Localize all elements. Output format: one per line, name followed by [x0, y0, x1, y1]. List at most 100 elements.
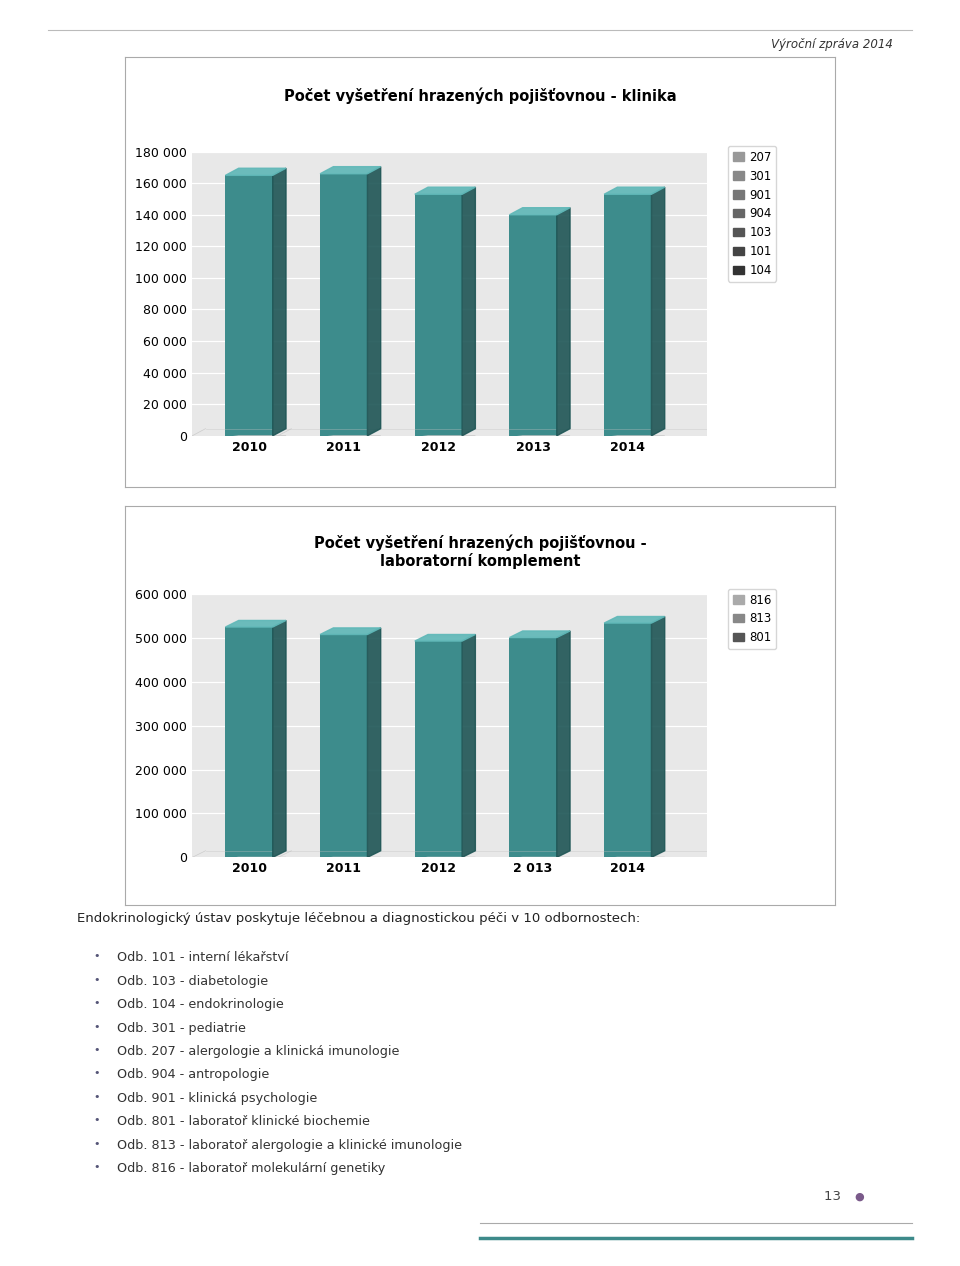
Bar — [604, 206, 652, 215]
Bar — [320, 634, 368, 641]
Polygon shape — [415, 436, 475, 438]
Text: •: • — [94, 1044, 100, 1055]
Text: Odb. 101 - interní lékařství: Odb. 101 - interní lékařství — [117, 952, 289, 965]
Bar — [320, 186, 368, 194]
Bar — [226, 267, 273, 436]
Bar — [510, 218, 557, 225]
Bar — [320, 641, 368, 651]
Bar — [510, 232, 557, 242]
Text: Odb. 816 - laboratoř molekulární genetiky: Odb. 816 - laboratoř molekulární genetik… — [117, 1162, 385, 1175]
Text: Odb. 103 - diabetologie: Odb. 103 - diabetologie — [117, 975, 268, 987]
Text: Počet vyšetření hrazených pojišťovnou - klinika: Počet vyšetření hrazených pojišťovnou - … — [284, 87, 676, 104]
Polygon shape — [273, 620, 286, 857]
Polygon shape — [226, 168, 286, 175]
Polygon shape — [415, 857, 475, 860]
Text: •: • — [94, 1162, 100, 1172]
Polygon shape — [320, 628, 381, 634]
Bar — [226, 196, 273, 209]
Bar — [604, 243, 652, 279]
Bar — [604, 643, 652, 857]
Bar — [415, 224, 462, 242]
Bar — [226, 187, 273, 196]
Text: •: • — [94, 1022, 100, 1032]
Polygon shape — [652, 187, 664, 436]
Bar — [415, 205, 462, 213]
Bar — [604, 215, 652, 225]
Bar — [226, 209, 273, 228]
Text: Odb. 301 - pediatrie: Odb. 301 - pediatrie — [117, 1022, 246, 1034]
Text: •: • — [94, 1091, 100, 1101]
Bar — [226, 175, 273, 180]
Polygon shape — [604, 617, 664, 623]
Polygon shape — [226, 620, 286, 627]
Polygon shape — [557, 208, 570, 436]
Text: •: • — [94, 975, 100, 985]
Bar — [415, 194, 462, 197]
Bar — [320, 267, 368, 436]
Bar — [415, 641, 462, 646]
Polygon shape — [604, 187, 664, 194]
Text: Odb. 904 - antropologie: Odb. 904 - antropologie — [117, 1069, 270, 1081]
Legend: 816, 813, 801: 816, 813, 801 — [728, 589, 777, 649]
Legend: 207, 301, 901, 904, 103, 101, 104: 207, 301, 901, 904, 103, 101, 104 — [728, 146, 777, 282]
Polygon shape — [462, 634, 475, 857]
Text: Odb. 207 - alergologie a klinická imunologie: Odb. 207 - alergologie a klinická imunol… — [117, 1044, 399, 1058]
Text: •: • — [94, 1069, 100, 1079]
Polygon shape — [510, 857, 570, 860]
Bar — [226, 180, 273, 187]
Bar — [415, 656, 462, 857]
Bar — [604, 623, 652, 630]
Bar — [320, 173, 368, 179]
Bar — [510, 291, 557, 436]
Text: Odb. 901 - klinická psychologie: Odb. 901 - klinická psychologie — [117, 1091, 318, 1105]
Bar — [510, 652, 557, 857]
Polygon shape — [604, 436, 664, 438]
Bar — [510, 638, 557, 642]
Polygon shape — [462, 187, 475, 436]
Text: ●: ● — [854, 1191, 864, 1201]
Polygon shape — [415, 634, 475, 641]
Bar — [510, 215, 557, 218]
Bar — [604, 630, 652, 643]
Bar — [510, 225, 557, 232]
Text: Odb. 813 - laboratoř alergologie a klinické imunologie: Odb. 813 - laboratoř alergologie a klini… — [117, 1138, 462, 1152]
Polygon shape — [320, 857, 381, 860]
Bar — [604, 279, 652, 436]
Text: •: • — [94, 1138, 100, 1148]
Polygon shape — [273, 168, 286, 436]
Text: •: • — [94, 952, 100, 961]
Polygon shape — [226, 857, 286, 860]
Bar — [415, 242, 462, 279]
Bar — [510, 257, 557, 291]
Text: Odb. 104 - endokrinologie: Odb. 104 - endokrinologie — [117, 998, 284, 1012]
Text: Výroční zpráva 2014: Výroční zpráva 2014 — [771, 38, 893, 51]
Bar — [510, 642, 557, 652]
Bar — [320, 651, 368, 857]
Bar — [604, 225, 652, 243]
Polygon shape — [510, 630, 570, 638]
Bar — [320, 206, 368, 228]
Bar — [226, 228, 273, 267]
Polygon shape — [226, 436, 286, 438]
Bar — [604, 194, 652, 199]
Bar — [320, 228, 368, 267]
Bar — [226, 627, 273, 634]
Bar — [226, 648, 273, 857]
Polygon shape — [368, 628, 381, 857]
Text: Odb. 801 - laboratoř klinické biochemie: Odb. 801 - laboratoř klinické biochemie — [117, 1115, 370, 1128]
Polygon shape — [652, 617, 664, 857]
Polygon shape — [320, 436, 381, 438]
Text: Počet vyšetření hrazených pojišťovnou -
laboratorní komplement: Počet vyšetření hrazených pojišťovnou - … — [314, 534, 646, 570]
Text: Endokrinologický ústav poskytuje léčebnou a diagnostickou péči v 10 odbornostech: Endokrinologický ústav poskytuje léčebno… — [77, 912, 640, 924]
Polygon shape — [415, 187, 475, 194]
Bar — [604, 199, 652, 206]
Polygon shape — [510, 436, 570, 438]
Polygon shape — [557, 630, 570, 857]
Text: 13: 13 — [824, 1190, 845, 1203]
Bar — [415, 213, 462, 224]
Bar — [510, 242, 557, 257]
Polygon shape — [368, 167, 381, 436]
Polygon shape — [320, 167, 381, 173]
Bar — [415, 279, 462, 436]
Text: •: • — [94, 998, 100, 1008]
